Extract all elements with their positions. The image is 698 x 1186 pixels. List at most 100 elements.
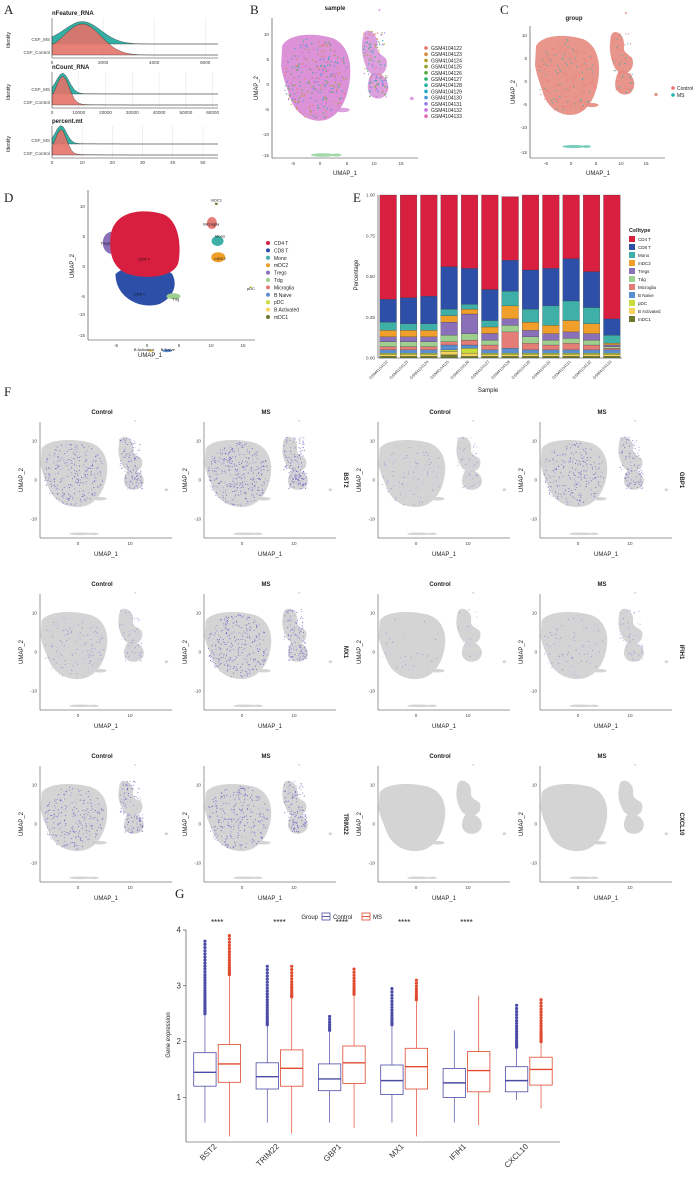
- feature-plot-ylabel: UMAP_2: [19, 639, 25, 664]
- cell-point: [409, 628, 412, 630]
- cell-point: [81, 824, 83, 826]
- cell-point: [374, 43, 377, 46]
- cell-point: [259, 821, 261, 823]
- cell-point: [294, 439, 296, 441]
- cell-point: [234, 842, 236, 844]
- cell-point: [135, 470, 137, 472]
- cell-point: [302, 617, 304, 620]
- cell-point: [297, 634, 299, 636]
- cell-point: [403, 638, 405, 640]
- cell-point: [294, 789, 296, 791]
- cell-point: [557, 655, 560, 657]
- cell-point: [400, 474, 402, 476]
- cell-point: [377, 73, 379, 75]
- cluster-region: [40, 440, 108, 508]
- tick-label: 0: [319, 161, 322, 166]
- cell-point: [409, 482, 412, 484]
- cell-point: [401, 627, 404, 629]
- cell-point: [213, 486, 215, 488]
- cell-point: [230, 649, 232, 651]
- cell-point: [558, 496, 560, 498]
- cell-point: [71, 472, 73, 474]
- cell-point: [299, 653, 301, 655]
- cell-point: [322, 72, 324, 74]
- cluster-region: [118, 436, 143, 472]
- cell-point: [94, 494, 96, 496]
- legend-label: CD8 T: [638, 245, 651, 250]
- cell-point: [543, 653, 545, 655]
- cell-point: [71, 837, 73, 840]
- cell-point: [87, 668, 89, 670]
- feature-plot-title: MS: [262, 582, 271, 588]
- cell-point: [573, 457, 575, 459]
- cell-point: [131, 480, 133, 482]
- cell-point: [91, 664, 94, 666]
- legend-label: GSM4104132: [431, 108, 462, 114]
- cell-point: [124, 470, 126, 472]
- cell-point: [302, 636, 304, 638]
- cell-point: [215, 485, 217, 487]
- cell-point: [638, 641, 641, 643]
- cluster-region: [253, 704, 263, 707]
- cell-point: [565, 88, 567, 90]
- cell-point: [333, 65, 336, 67]
- cell-point: [622, 461, 624, 463]
- cell-point: [84, 663, 86, 665]
- cell-point: [638, 455, 640, 457]
- cell-point: [79, 498, 81, 500]
- cell-point: [226, 653, 228, 655]
- cell-point: [628, 445, 631, 447]
- cell-point: [296, 823, 298, 825]
- cell-point: [77, 813, 79, 815]
- cell-point: [297, 66, 300, 68]
- cell-point: [213, 473, 215, 475]
- cell-point: [79, 644, 81, 646]
- cell-point: [88, 653, 90, 655]
- legend-label: Tdg: [274, 278, 283, 284]
- cell-point: [251, 799, 254, 801]
- cell-point: [552, 459, 554, 461]
- cell-point: [409, 490, 411, 492]
- cell-point: [136, 818, 138, 820]
- cell-point: [139, 654, 141, 656]
- cell-point: [419, 504, 421, 506]
- cell-point: [305, 653, 307, 655]
- cell-point: [573, 103, 575, 105]
- cell-point: [266, 466, 268, 468]
- cell-point: [130, 441, 132, 443]
- cell-point: [286, 626, 288, 628]
- cell-point: [329, 45, 331, 47]
- cell-point: [139, 473, 141, 475]
- cell-point: [67, 630, 69, 632]
- cell-point: [98, 808, 101, 810]
- cell-point: [306, 657, 308, 659]
- cell-point: [267, 818, 269, 820]
- cell-point: [251, 794, 253, 796]
- cell-point: [258, 635, 260, 637]
- cell-point: [230, 660, 233, 662]
- cell-point: [82, 644, 84, 646]
- tick-label: 5: [266, 57, 269, 62]
- cell-point: [587, 657, 589, 660]
- tick-label: 10: [32, 611, 38, 616]
- cell-point: [553, 48, 555, 50]
- cell-point: [84, 454, 87, 456]
- cell-point: [591, 81, 593, 83]
- cluster-b-naive: [162, 349, 173, 353]
- cell-point: [213, 662, 215, 664]
- cell-point: [296, 441, 298, 443]
- cell-point: [324, 97, 327, 100]
- cell-point: [423, 468, 425, 470]
- cell-point: [93, 460, 95, 462]
- cell-point: [558, 653, 561, 655]
- cell-point: [558, 465, 560, 468]
- cell-point: [552, 457, 554, 460]
- stacked-bar-xlabel: Sample: [478, 388, 499, 394]
- cell-point: [219, 489, 221, 491]
- cell-point: [289, 635, 292, 637]
- cell-point: [385, 466, 387, 468]
- cluster-region: [407, 532, 431, 536]
- cell-point: [383, 463, 385, 465]
- cell-point: [640, 485, 642, 487]
- tick-label: 20000: [99, 110, 112, 115]
